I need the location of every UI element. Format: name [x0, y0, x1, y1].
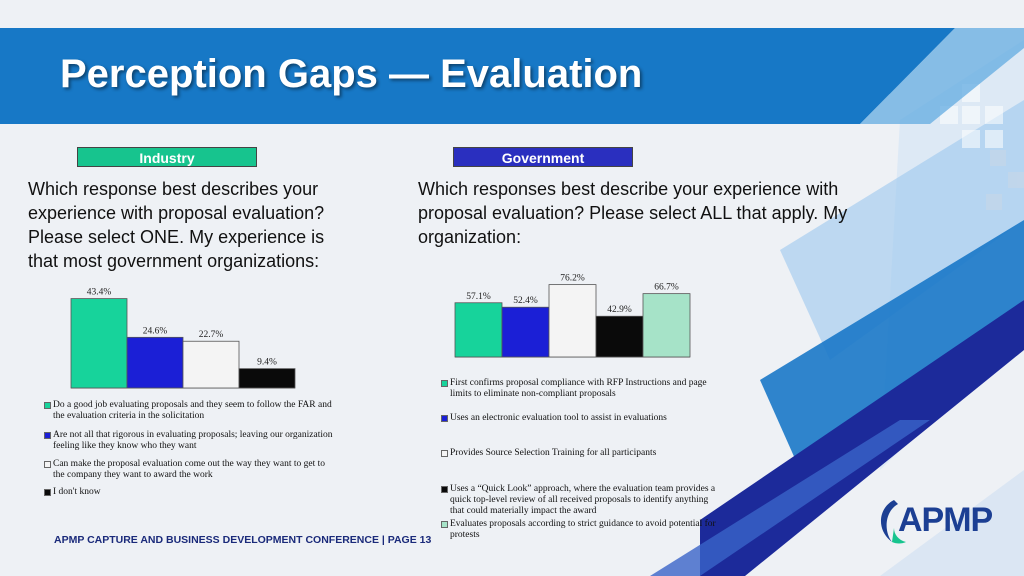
- legend-swatch: [441, 486, 448, 493]
- industry-question: Which response best describes your exper…: [28, 179, 325, 271]
- bar: [501, 306, 550, 358]
- legend-item: Uses a “Quick Look” approach, where the …: [441, 484, 721, 517]
- title-band: [0, 28, 1024, 124]
- legend-label: First confirms proposal compliance with …: [450, 378, 707, 399]
- data-label: 42.9%: [607, 305, 632, 315]
- apmp-logo-text: APMP: [898, 501, 993, 539]
- footer-text: APMP CAPTURE AND BUSINESS DEVELOPMENT CO…: [54, 534, 432, 546]
- legend-label: Evaluates proposals according to strict …: [450, 519, 716, 540]
- legend-label: I don't know: [53, 487, 101, 497]
- data-label: 43.4%: [87, 288, 112, 298]
- legend-label: Can make the proposal evaluation come ou…: [53, 459, 325, 480]
- bar: [548, 284, 597, 358]
- legend-label: Are not all that rigorous in evaluating …: [53, 430, 333, 451]
- government-legend: First confirms proposal compliance with …: [441, 378, 731, 543]
- legend-swatch: [44, 489, 51, 496]
- bar: [595, 315, 644, 358]
- legend-item: Evaluates proposals according to strict …: [441, 519, 721, 541]
- legend-label: Do a good job evaluating proposals and t…: [53, 400, 332, 421]
- government-tag: Government: [453, 147, 633, 167]
- bar: [238, 368, 296, 389]
- bar: [70, 298, 128, 389]
- slide-title: Perception Gaps — Evaluation: [60, 52, 643, 96]
- government-bar-chart: 57.1% 52.4% 76.2% 42.9% 66.7%: [454, 274, 691, 358]
- legend-item: Uses an electronic evaluation tool to as…: [441, 413, 721, 424]
- data-label: 52.4%: [513, 296, 538, 306]
- legend-item: Can make the proposal evaluation come ou…: [44, 459, 334, 481]
- bar: [454, 302, 503, 358]
- legend-swatch: [441, 521, 448, 528]
- data-label: 22.7%: [199, 330, 224, 340]
- data-label: 24.6%: [143, 326, 168, 336]
- legend-label: Provides Source Selection Training for a…: [450, 448, 657, 458]
- legend-swatch: [441, 450, 448, 457]
- legend-item: Do a good job evaluating proposals and t…: [44, 400, 334, 422]
- legend-item: I don't know: [44, 487, 334, 498]
- data-label: 9.4%: [257, 358, 277, 368]
- legend-swatch: [441, 380, 448, 387]
- legend-label: Uses a “Quick Look” approach, where the …: [450, 484, 716, 516]
- data-label: 57.1%: [466, 292, 491, 302]
- legend-item: Are not all that rigorous in evaluating …: [44, 430, 334, 452]
- bar: [642, 293, 691, 358]
- government-question: Which responses best describe your exper…: [418, 179, 848, 247]
- apmp-swoosh-icon: [880, 500, 906, 544]
- industry-bar-chart: 43.4% 24.6% 22.7% 9.4%: [70, 288, 296, 389]
- legend-item: Provides Source Selection Training for a…: [441, 448, 721, 459]
- bar: [182, 340, 240, 389]
- legend-swatch: [44, 402, 51, 409]
- data-label: 66.7%: [654, 283, 679, 293]
- legend-item: First confirms proposal compliance with …: [441, 378, 721, 400]
- industry-tag: Industry: [77, 147, 257, 167]
- legend-swatch: [441, 415, 448, 422]
- legend-swatch: [44, 432, 51, 439]
- legend-label: Uses an electronic evaluation tool to as…: [450, 413, 667, 423]
- data-label: 76.2%: [560, 274, 585, 284]
- bar: [126, 336, 184, 389]
- legend-swatch: [44, 461, 51, 468]
- industry-legend: Do a good job evaluating proposals and t…: [44, 400, 344, 510]
